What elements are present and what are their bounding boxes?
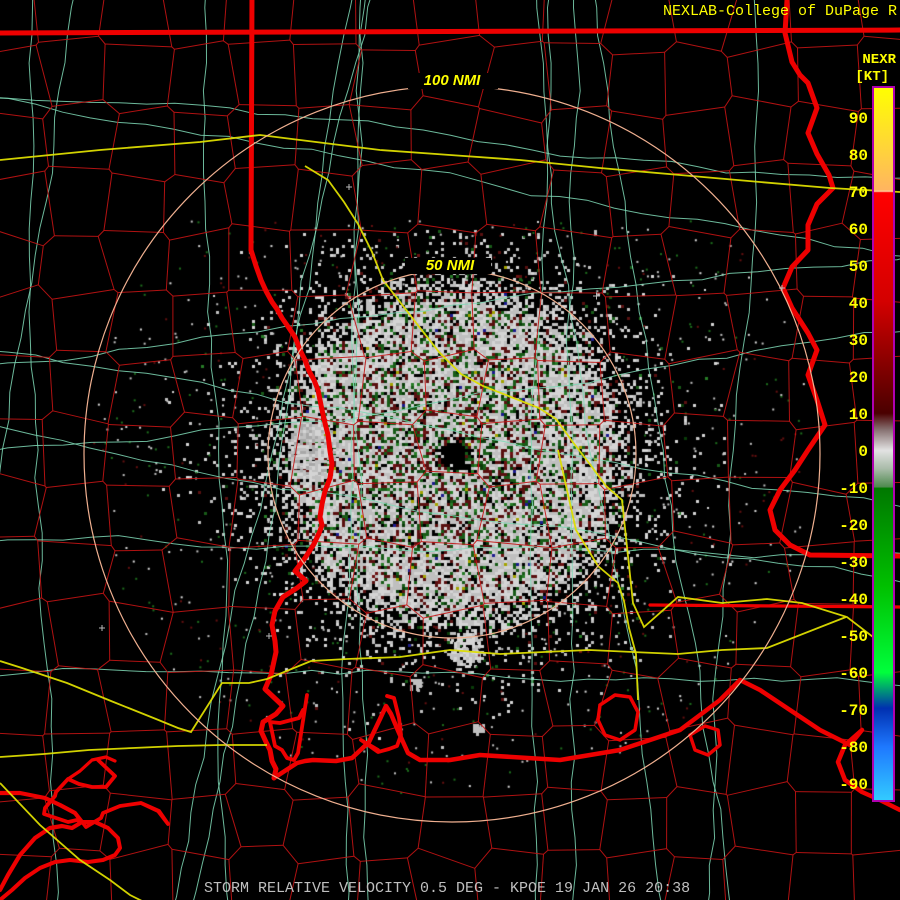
svg-text:-20: -20 [839, 517, 868, 535]
svg-text:50 NMI: 50 NMI [426, 257, 475, 274]
svg-text:-10: -10 [839, 480, 868, 498]
svg-text:NEXLAB-College of DuPage R: NEXLAB-College of DuPage R [663, 3, 897, 20]
svg-text:-90: -90 [839, 776, 868, 794]
svg-text:[KT]: [KT] [855, 69, 889, 85]
svg-text:80: 80 [849, 147, 868, 165]
svg-text:50: 50 [849, 258, 868, 276]
svg-text:40: 40 [849, 295, 868, 313]
svg-text:-30: -30 [839, 554, 868, 572]
svg-text:10: 10 [849, 406, 868, 424]
svg-text:0: 0 [858, 443, 868, 461]
svg-text:20: 20 [849, 369, 868, 387]
svg-text:70: 70 [849, 184, 868, 202]
svg-text:100 NMI: 100 NMI [424, 72, 482, 89]
svg-text:-50: -50 [839, 628, 868, 646]
svg-text:NEXR: NEXR [862, 52, 896, 68]
svg-text:-60: -60 [839, 665, 868, 683]
svg-text:-80: -80 [839, 739, 868, 757]
svg-text:STORM RELATIVE VELOCITY 0.5 DE: STORM RELATIVE VELOCITY 0.5 DEG - KPOE 1… [204, 880, 690, 897]
svg-text:-70: -70 [839, 702, 868, 720]
svg-text:60: 60 [849, 221, 868, 239]
svg-text:90: 90 [849, 110, 868, 128]
svg-text:30: 30 [849, 332, 868, 350]
svg-text:-40: -40 [839, 591, 868, 609]
